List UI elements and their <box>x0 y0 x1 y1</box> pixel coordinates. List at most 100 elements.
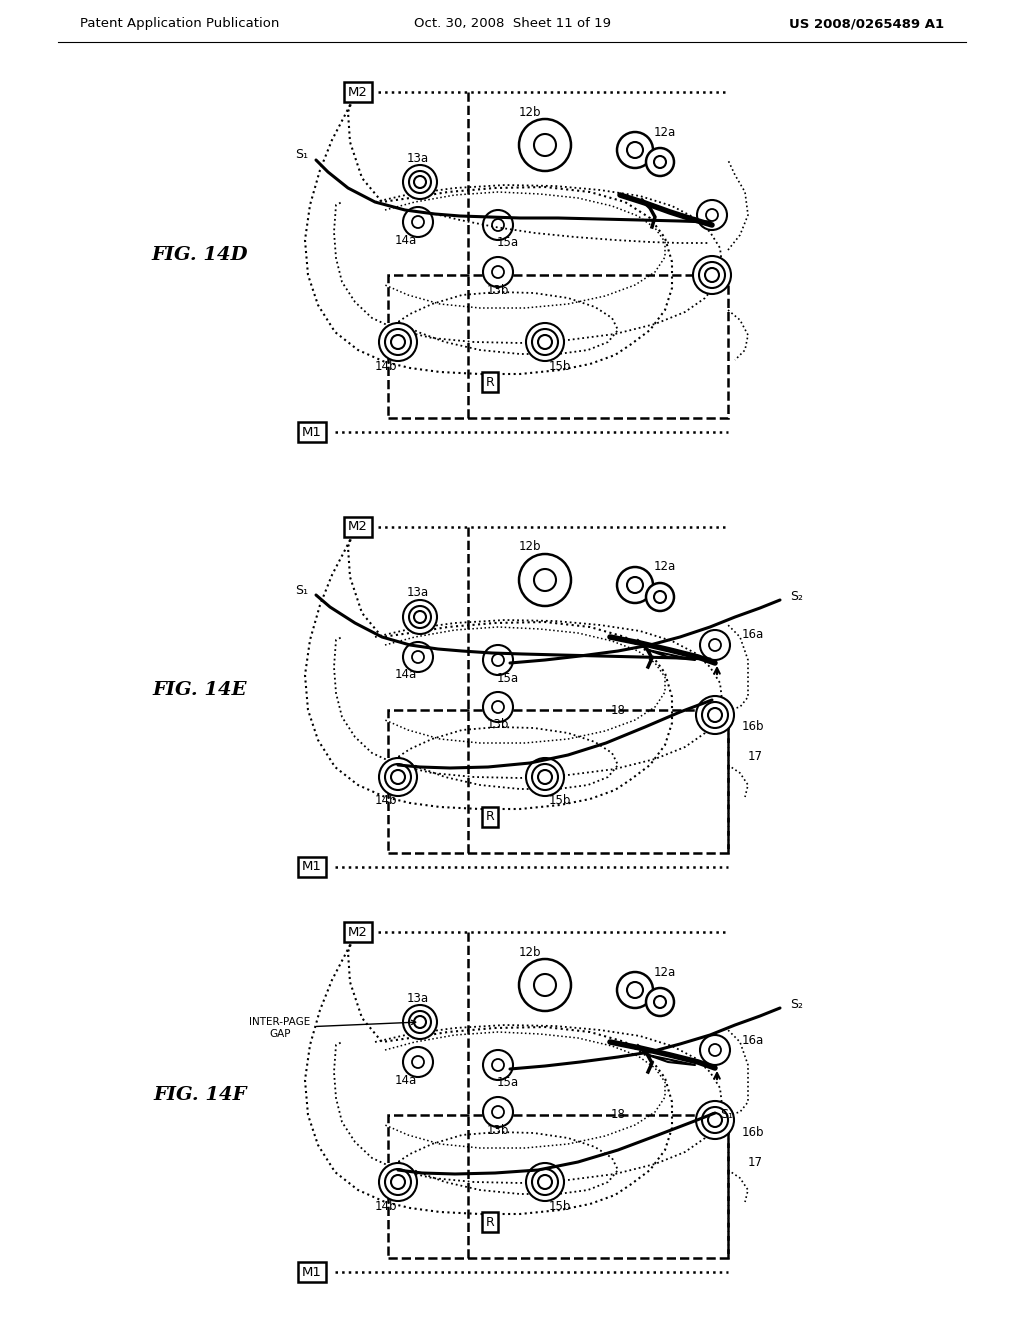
Circle shape <box>519 554 571 606</box>
Text: 15b: 15b <box>549 1200 571 1213</box>
Circle shape <box>385 1170 411 1195</box>
Circle shape <box>403 642 433 672</box>
Text: M2: M2 <box>348 520 368 533</box>
Circle shape <box>627 143 643 158</box>
Circle shape <box>699 261 725 288</box>
Circle shape <box>700 630 730 660</box>
Circle shape <box>709 639 721 651</box>
Text: 14b: 14b <box>375 795 397 808</box>
Circle shape <box>702 1107 728 1133</box>
Circle shape <box>708 1113 722 1127</box>
Circle shape <box>391 335 406 348</box>
Text: R: R <box>485 810 495 824</box>
Circle shape <box>532 764 558 789</box>
Text: M1: M1 <box>302 861 322 874</box>
Circle shape <box>534 135 556 156</box>
Circle shape <box>492 1059 504 1071</box>
Text: S₂: S₂ <box>790 590 803 603</box>
Circle shape <box>403 165 437 199</box>
Text: 15a: 15a <box>497 236 519 249</box>
Circle shape <box>391 1175 406 1189</box>
Circle shape <box>627 577 643 593</box>
Text: 13a: 13a <box>407 991 429 1005</box>
Circle shape <box>627 982 643 998</box>
Circle shape <box>403 601 437 634</box>
Text: 18: 18 <box>610 704 626 717</box>
Text: 18: 18 <box>610 1109 626 1122</box>
Circle shape <box>693 256 731 294</box>
Text: 14a: 14a <box>395 668 417 681</box>
Text: 12a: 12a <box>654 965 676 978</box>
Circle shape <box>532 1170 558 1195</box>
Text: 12b: 12b <box>519 945 542 958</box>
Text: 13b: 13b <box>486 718 509 731</box>
Circle shape <box>538 335 552 348</box>
Circle shape <box>414 176 426 187</box>
Text: 16b: 16b <box>742 721 765 734</box>
Circle shape <box>492 267 504 279</box>
Circle shape <box>654 591 666 603</box>
Circle shape <box>696 696 734 734</box>
Circle shape <box>702 702 728 729</box>
Circle shape <box>646 583 674 611</box>
Circle shape <box>646 148 674 176</box>
Text: Oct. 30, 2008  Sheet 11 of 19: Oct. 30, 2008 Sheet 11 of 19 <box>414 17 610 30</box>
Circle shape <box>617 568 653 603</box>
Text: S₁: S₁ <box>295 583 308 597</box>
Text: 12b: 12b <box>519 540 542 553</box>
Circle shape <box>414 611 426 623</box>
Text: FIG. 14D: FIG. 14D <box>152 246 248 264</box>
Circle shape <box>519 119 571 172</box>
Circle shape <box>534 569 556 591</box>
Text: US 2008/0265489 A1: US 2008/0265489 A1 <box>788 17 944 30</box>
Circle shape <box>409 606 431 628</box>
Circle shape <box>646 987 674 1016</box>
Circle shape <box>654 997 666 1008</box>
Text: 12a: 12a <box>654 561 676 573</box>
Text: 14b: 14b <box>375 359 397 372</box>
Text: FIG. 14F: FIG. 14F <box>154 1086 247 1104</box>
Circle shape <box>700 1035 730 1065</box>
Circle shape <box>706 209 718 220</box>
Circle shape <box>492 653 504 667</box>
Text: M1: M1 <box>302 425 322 438</box>
Text: 14b: 14b <box>375 1200 397 1213</box>
Text: M2: M2 <box>348 86 368 99</box>
Circle shape <box>379 1163 417 1201</box>
Circle shape <box>532 329 558 355</box>
Circle shape <box>617 132 653 168</box>
Text: 17: 17 <box>748 751 763 763</box>
Text: 13a: 13a <box>407 152 429 165</box>
Text: M2: M2 <box>348 925 368 939</box>
Circle shape <box>483 1097 513 1127</box>
Circle shape <box>526 323 564 360</box>
Circle shape <box>526 758 564 796</box>
Circle shape <box>538 770 552 784</box>
Text: 15b: 15b <box>549 359 571 372</box>
Text: 13b: 13b <box>486 1123 509 1137</box>
Circle shape <box>391 770 406 784</box>
Text: 16b: 16b <box>742 1126 765 1138</box>
Text: 13b: 13b <box>486 284 509 297</box>
Circle shape <box>483 692 513 722</box>
Circle shape <box>696 1101 734 1139</box>
Bar <box>388 710 728 853</box>
Text: 12b: 12b <box>519 106 542 119</box>
Text: 15a: 15a <box>497 672 519 685</box>
Circle shape <box>409 1011 431 1034</box>
Bar <box>388 275 728 418</box>
Circle shape <box>492 219 504 231</box>
Circle shape <box>705 268 719 282</box>
Circle shape <box>534 974 556 997</box>
Circle shape <box>709 1044 721 1056</box>
Text: 14a: 14a <box>395 234 417 247</box>
Circle shape <box>538 1175 552 1189</box>
Circle shape <box>654 156 666 168</box>
Text: 14a: 14a <box>395 1073 417 1086</box>
Text: Patent Application Publication: Patent Application Publication <box>80 17 280 30</box>
Text: S₁: S₁ <box>720 1109 733 1122</box>
Text: M1: M1 <box>302 1266 322 1279</box>
Circle shape <box>385 329 411 355</box>
Circle shape <box>708 708 722 722</box>
Circle shape <box>492 701 504 713</box>
